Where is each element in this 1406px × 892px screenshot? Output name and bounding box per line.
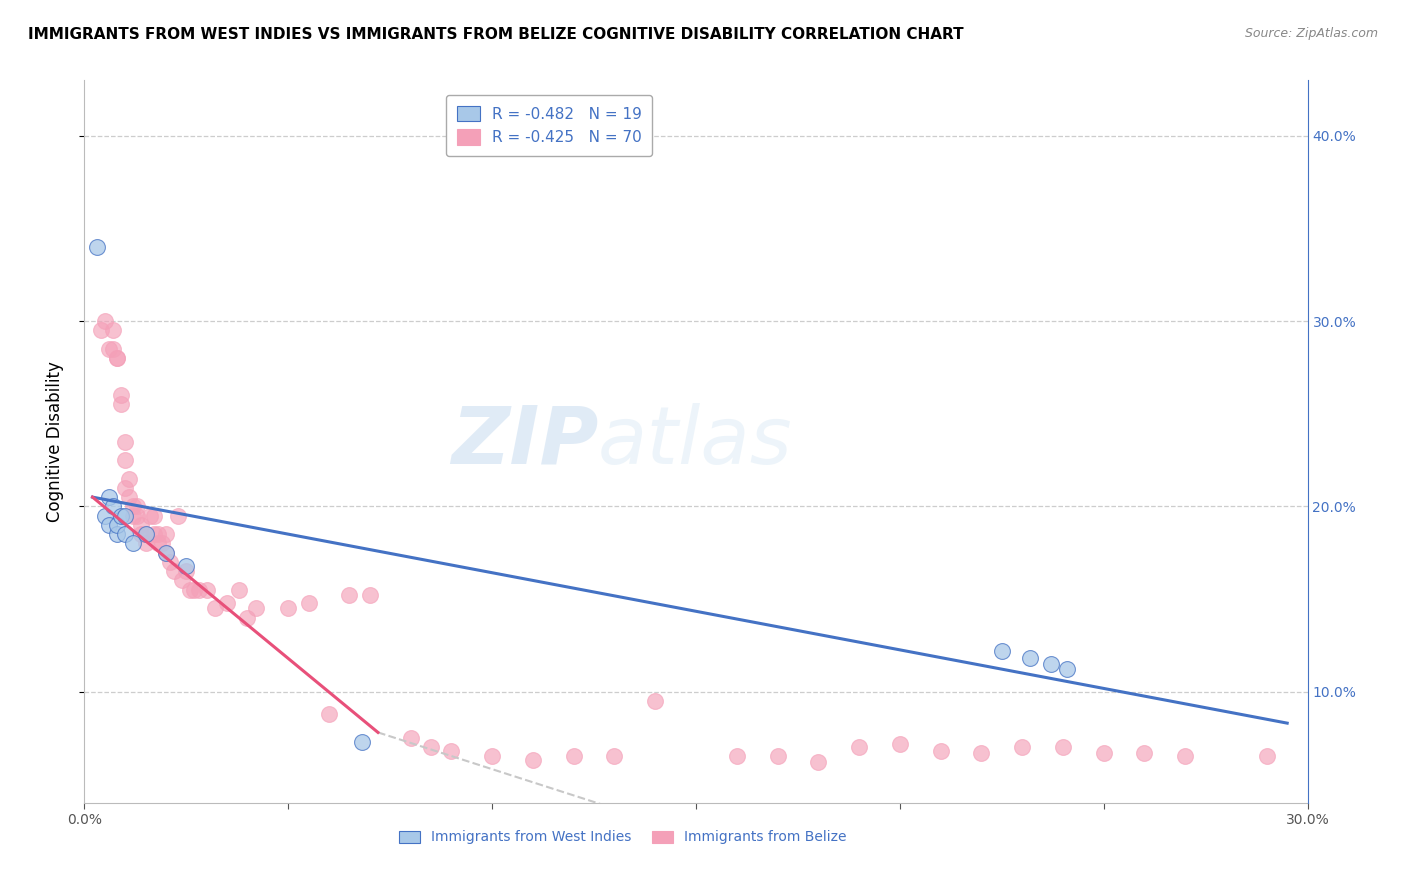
Point — [991, 644, 1014, 658]
Point — [131, 527, 153, 541]
Point — [1092, 746, 1115, 760]
Point — [204, 601, 226, 615]
Point — [522, 753, 544, 767]
Point — [114, 527, 136, 541]
Point — [150, 536, 173, 550]
Y-axis label: Cognitive Disability: Cognitive Disability — [45, 361, 63, 522]
Point — [603, 749, 626, 764]
Point — [118, 490, 141, 504]
Point — [146, 536, 169, 550]
Point — [187, 582, 209, 597]
Point — [228, 582, 250, 597]
Point — [114, 453, 136, 467]
Point — [163, 564, 186, 578]
Point — [93, 508, 115, 523]
Point — [318, 706, 340, 721]
Point — [118, 472, 141, 486]
Point — [174, 558, 197, 573]
Point — [236, 610, 259, 624]
Point — [110, 388, 132, 402]
Point — [101, 323, 124, 337]
Point — [105, 517, 128, 532]
Point — [298, 596, 321, 610]
Point — [174, 564, 197, 578]
Point — [127, 508, 149, 523]
Point — [101, 500, 124, 514]
Text: ZIP: ZIP — [451, 402, 598, 481]
Point — [889, 737, 911, 751]
Point — [217, 596, 239, 610]
Point — [155, 527, 177, 541]
Point — [1019, 651, 1042, 665]
Point — [929, 744, 952, 758]
Point — [122, 500, 145, 514]
Point — [105, 527, 128, 541]
Point — [167, 508, 190, 523]
Legend: Immigrants from West Indies, Immigrants from Belize: Immigrants from West Indies, Immigrants … — [394, 825, 852, 850]
Point — [1039, 657, 1062, 671]
Point — [127, 500, 149, 514]
Point — [725, 749, 748, 764]
Point — [644, 694, 666, 708]
Point — [195, 582, 218, 597]
Point — [970, 746, 993, 760]
Point — [122, 536, 145, 550]
Point — [135, 527, 157, 541]
Point — [1056, 662, 1078, 676]
Point — [142, 508, 165, 523]
Point — [135, 527, 157, 541]
Point — [110, 508, 132, 523]
Point — [1256, 749, 1278, 764]
Point — [245, 601, 267, 615]
Point — [807, 755, 830, 769]
Point — [359, 588, 381, 602]
Point — [114, 508, 136, 523]
Point — [848, 740, 870, 755]
Point — [114, 481, 136, 495]
Point — [420, 740, 443, 755]
Point — [97, 517, 120, 532]
Point — [138, 508, 160, 523]
Point — [1011, 740, 1033, 755]
Point — [86, 240, 108, 254]
Point — [1174, 749, 1197, 764]
Text: Source: ZipAtlas.com: Source: ZipAtlas.com — [1244, 27, 1378, 40]
Point — [339, 588, 361, 602]
Point — [90, 323, 112, 337]
Point — [481, 749, 503, 764]
Point — [183, 582, 205, 597]
Point — [135, 536, 157, 550]
Point — [114, 434, 136, 449]
Point — [142, 527, 165, 541]
Point — [131, 517, 153, 532]
Point — [172, 574, 194, 588]
Point — [1052, 740, 1074, 755]
Text: IMMIGRANTS FROM WEST INDIES VS IMMIGRANTS FROM BELIZE COGNITIVE DISABILITY CORRE: IMMIGRANTS FROM WEST INDIES VS IMMIGRANT… — [28, 27, 963, 42]
Point — [97, 490, 120, 504]
Point — [562, 749, 585, 764]
Point — [122, 508, 145, 523]
Point — [159, 555, 181, 569]
Point — [105, 351, 128, 366]
Point — [179, 582, 201, 597]
Point — [277, 601, 299, 615]
Point — [101, 342, 124, 356]
Text: atlas: atlas — [598, 402, 793, 481]
Point — [399, 731, 422, 745]
Point — [440, 744, 463, 758]
Point — [350, 734, 373, 748]
Point — [146, 527, 169, 541]
Point — [110, 397, 132, 411]
Point — [766, 749, 789, 764]
Point — [105, 351, 128, 366]
Point — [155, 546, 177, 560]
Point — [97, 342, 120, 356]
Point — [155, 546, 177, 560]
Point — [93, 314, 115, 328]
Point — [1133, 746, 1156, 760]
